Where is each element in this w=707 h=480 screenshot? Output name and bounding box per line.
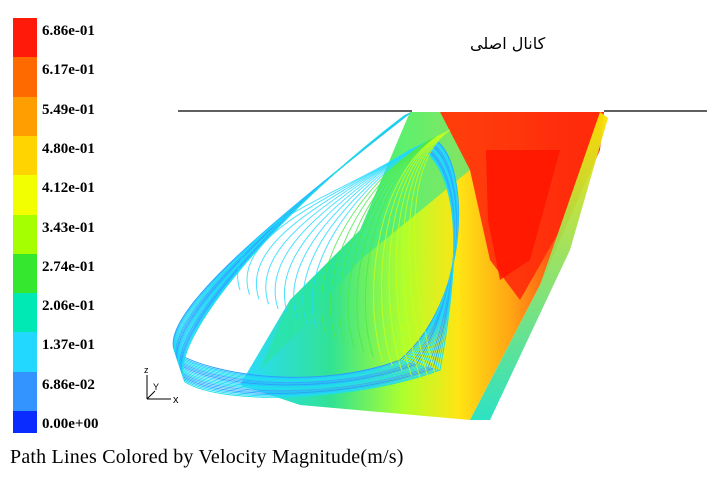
axis-triad: z Y x — [144, 365, 179, 406]
streamline — [302, 142, 424, 324]
streamline — [329, 140, 430, 338]
legend-swatch — [13, 411, 37, 433]
streamline — [402, 131, 447, 381]
legend-tick-label: 4.80e-01 — [42, 140, 95, 157]
pathline-plot — [172, 110, 707, 420]
axis-z-label: z — [144, 365, 149, 375]
channel-label: کانال اصلی — [470, 34, 546, 53]
legend-tick-label: 6.17e-01 — [42, 62, 95, 79]
streamline — [320, 141, 428, 334]
streamline — [356, 137, 436, 353]
streamline — [256, 147, 415, 300]
streamline — [265, 146, 416, 305]
legend-swatch — [13, 214, 37, 255]
legend-tick-label: 2.74e-01 — [42, 258, 95, 275]
legend-tick-label: 1.37e-01 — [42, 337, 95, 354]
axis-y-label: Y — [153, 382, 159, 392]
streamline — [246, 148, 413, 295]
streamline — [408, 130, 449, 386]
legend-swatch — [13, 332, 37, 373]
legend-swatch — [13, 175, 37, 216]
streamline — [347, 138, 434, 348]
streamline — [311, 141, 426, 329]
legend-tick-label: 0.00e+00 — [42, 416, 99, 432]
streamline — [283, 144, 420, 314]
streamline — [182, 115, 455, 398]
legend-tick-label: 4.12e-01 — [42, 180, 95, 197]
legend-swatch — [13, 135, 37, 177]
legend-swatch — [13, 96, 37, 137]
streamline — [293, 143, 422, 319]
streamline — [395, 132, 445, 376]
legend-tick-label: 6.86e-01 — [42, 23, 95, 39]
streamline — [373, 135, 439, 362]
color-legend: 6.86e-01 6.17e-01 5.49e-01 4.80e-01 4.12e-01… — [0, 0, 140, 433]
plot-caption: Path Lines Colored by Velocity Magnitude… — [10, 446, 404, 468]
streamline — [364, 136, 437, 357]
legend-swatch — [13, 253, 37, 295]
axis-x-label: x — [173, 394, 179, 406]
legend-swatch — [13, 18, 37, 59]
streamline — [388, 133, 443, 372]
legend-tick-label: 3.43e-01 — [42, 219, 95, 236]
streamline — [414, 129, 451, 391]
streamline — [338, 139, 432, 343]
legend-tick-label: 5.49e-01 — [42, 101, 95, 118]
streamline — [381, 134, 441, 367]
legend-swatch — [13, 371, 37, 412]
legend-swatch — [13, 293, 37, 334]
streamline — [274, 145, 418, 310]
legend-tick-label: 2.06e-01 — [42, 298, 95, 315]
legend-swatch — [13, 57, 37, 98]
streamlines — [172, 112, 460, 398]
legend-tick-label: 6.86e-02 — [42, 376, 95, 393]
